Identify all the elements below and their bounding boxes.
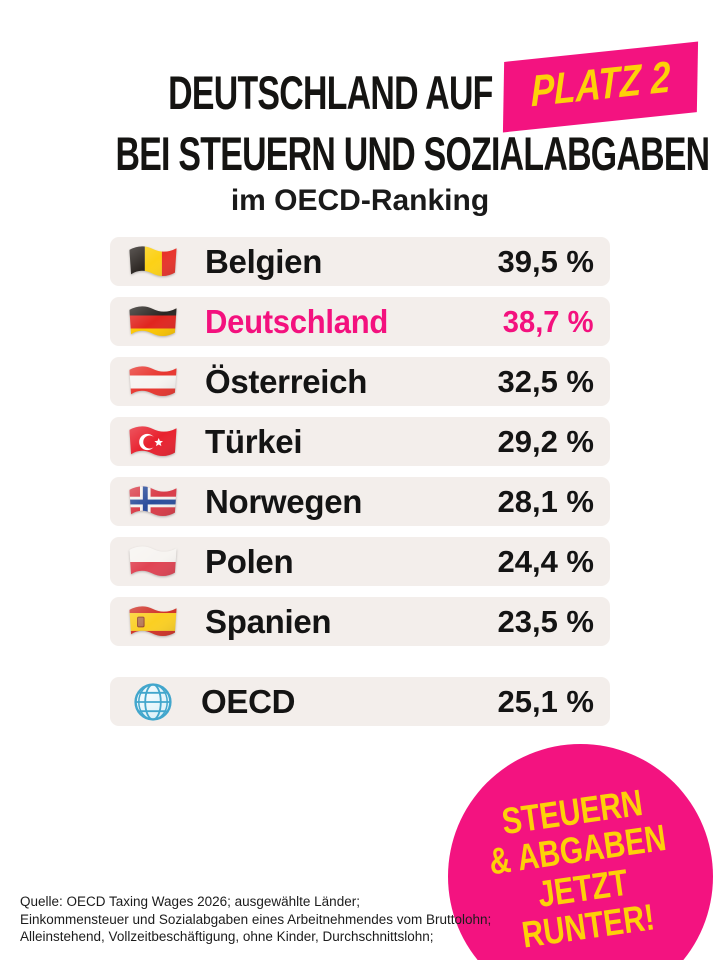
country-name: Türkei: [205, 422, 303, 460]
source-line-3: Alleinstehend, Vollzeitbeschäftigung, oh…: [20, 929, 434, 945]
country-name: Deutschland: [205, 302, 389, 340]
norway-flag-icon: [129, 485, 177, 516]
germany-flag-icon: [129, 305, 177, 336]
ranking-list: Belgien 39,5 % Deutschland 38,7 %: [110, 237, 610, 726]
country-value: 39,5 %: [497, 243, 594, 279]
ranking-row-polen: Polen 24,4 %: [110, 537, 610, 586]
country-name: Österreich: [205, 362, 368, 400]
ranking-row-oecd: OECD 25,1 %: [110, 677, 610, 726]
subtitle: im OECD-Ranking: [230, 184, 490, 217]
source-line-2: Einkommensteuer und Sozialabgaben eines …: [20, 911, 492, 927]
country-value: 32,5 %: [497, 363, 594, 399]
country-value: 38,7 %: [503, 303, 594, 339]
spain-flag-icon: [129, 605, 177, 636]
title-line2-text: BEI STEUERN UND SOZIALABGABEN: [115, 127, 710, 180]
globe-icon: [134, 682, 172, 721]
country-name: Norwegen: [205, 482, 363, 520]
country-name: Belgien: [205, 242, 323, 280]
ranking-row-oesterreich: Österreich 32,5 %: [110, 357, 610, 406]
country-value: 28,1 %: [497, 483, 594, 519]
ranking-row-spanien: Spanien 23,5 %: [110, 597, 610, 646]
turkey-flag-icon: [129, 425, 177, 456]
country-value: 23,5 %: [497, 603, 594, 639]
source-note: Quelle: OECD Taxing Wages 2026; ausgewäh…: [20, 893, 491, 946]
source-line-1: Quelle: OECD Taxing Wages 2026; ausgewäh…: [20, 894, 360, 909]
ranking-row-tuerkei: Türkei 29,2 %: [110, 417, 610, 466]
austria-flag-icon: [129, 365, 177, 396]
country-value: 25,1 %: [497, 683, 594, 719]
title-line1-text: DEUTSCHLAND AUF: [168, 65, 493, 119]
country-value: 29,2 %: [497, 423, 594, 459]
cta-badge-text: STEUERN & ABGABEN JETZT RUNTER!: [460, 778, 702, 960]
country-name: Polen: [205, 542, 294, 580]
country-name: OECD: [201, 682, 296, 720]
ranking-row-deutschland: Deutschland 38,7 %: [110, 297, 610, 346]
cta-badge: STEUERN & ABGABEN JETZT RUNTER!: [448, 744, 713, 960]
title-block: DEUTSCHLAND AUF PLATZ 2 BEI STEUERN UND …: [0, 41, 720, 218]
platz-2-badge: PLATZ 2: [502, 41, 698, 133]
ranking-row-belgien: Belgien 39,5 %: [110, 237, 610, 286]
country-value: 24,4 %: [497, 543, 594, 579]
belgium-flag-icon: [129, 245, 177, 276]
ranking-row-norwegen: Norwegen 28,1 %: [110, 477, 610, 526]
title-line-2: BEI STEUERN UND SOZIALABGABEN: [0, 126, 720, 180]
title-line-1: DEUTSCHLAND AUF PLATZ 2: [10, 41, 720, 133]
poland-flag-icon: [129, 545, 177, 576]
platz-2-badge-text: PLATZ 2: [530, 52, 671, 117]
country-name: Spanien: [205, 602, 332, 640]
